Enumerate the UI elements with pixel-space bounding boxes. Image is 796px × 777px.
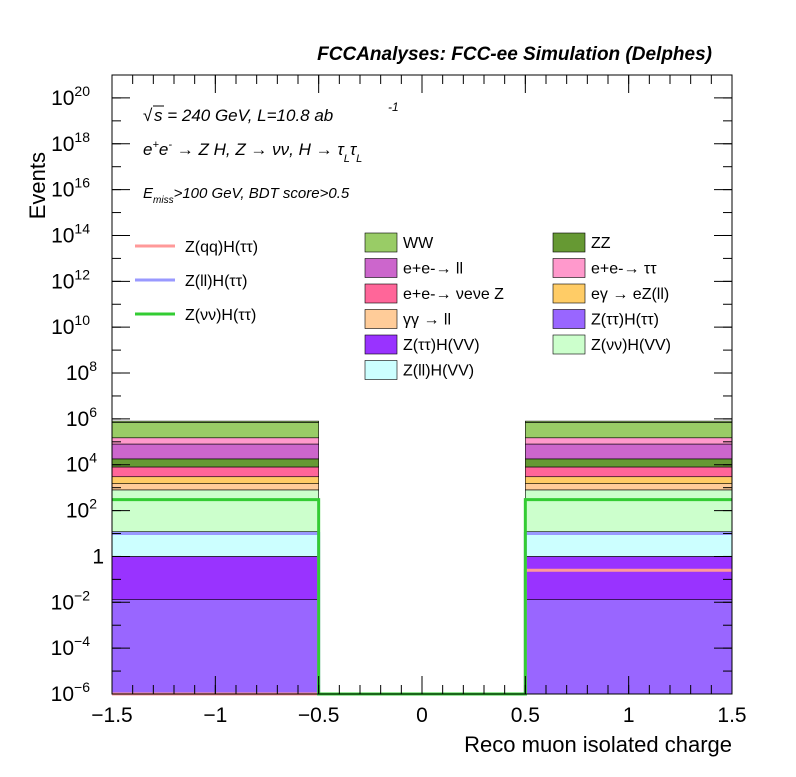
x-axis-label: Reco muon isolated charge (464, 732, 732, 757)
legend-swatch (364, 283, 398, 304)
legend-label: γγ → ll (403, 312, 451, 329)
stack-bar (111, 443, 319, 460)
legend-swatch (364, 232, 398, 253)
y-tick-label: 1012 (51, 266, 90, 293)
stack-bar (111, 476, 319, 484)
legend-swatch (552, 232, 586, 253)
legend-signal-label: Z(νν)H(ττ) (185, 307, 256, 324)
stack-bar (111, 531, 319, 557)
legend-label: e+e-→ νeνe Z (403, 286, 504, 303)
stack-bar (525, 443, 733, 460)
stack-bar (525, 437, 733, 445)
stack-bar (525, 422, 733, 439)
legend-signal-label: Z(ll)H(ττ) (185, 273, 247, 290)
y-tick-label: 1010 (51, 312, 90, 339)
legend-label: ZZ (591, 235, 611, 252)
stack-bar (111, 458, 319, 468)
legend-swatch (364, 334, 398, 355)
y-tick-label: 10−4 (51, 633, 91, 660)
energy-sqrt: s (154, 106, 163, 125)
y-tick-label: 108 (66, 358, 97, 385)
x-tick-label: 1.5 (717, 704, 746, 727)
y-tick-label: 1018 (51, 129, 90, 156)
y-tick-label: 104 (66, 450, 97, 477)
x-tick-label: 0.5 (511, 704, 540, 727)
stack-bar (111, 489, 319, 533)
y-tick-label: 10−2 (51, 587, 91, 614)
y-tick-label: 1 (92, 545, 104, 568)
cut-annotation: Emiss>100 GeV, BDT score>0.5 (143, 185, 350, 206)
x-tick-label: −1.5 (91, 704, 132, 727)
legend-label: Z(ll)H(VV) (403, 363, 474, 380)
y-tick-label: 1016 (51, 175, 90, 202)
stack-bar (525, 483, 733, 491)
stack-bar (525, 476, 733, 484)
legend-swatch (552, 334, 586, 355)
stack-bar (525, 531, 733, 557)
lumi-exponent: -1 (388, 100, 399, 114)
y-axis-label: Events (25, 152, 50, 219)
plot-header-title: FCCAnalyses: FCC-ee Simulation (Delphes) (317, 44, 712, 65)
legend-swatch (364, 360, 398, 380)
y-tick-label: 106 (66, 404, 97, 431)
stack-bar (525, 556, 733, 600)
legend: Z(qq)H(ττ) Z(ll)H(ττ) Z(νν)H(ττ) WW ZZ e+e-→ … (135, 232, 671, 380)
stack-bar (111, 420, 319, 423)
y-tick-label: 1020 (51, 83, 90, 110)
y-tick-label: 1014 (51, 220, 90, 247)
x-axis-ticks: −1.5 −1 −0.5 0 0.5 1 1.5 (91, 75, 747, 727)
energy-annotation: √ s = 240 GeV, L=10.8 ab -1 (143, 100, 399, 125)
stack-bar (111, 437, 319, 445)
stack-bar (111, 422, 319, 439)
legend-swatch (552, 309, 586, 329)
x-tick-label: −0.5 (298, 704, 339, 727)
y-tick-label: 102 (66, 496, 97, 523)
legend-label: WW (403, 235, 434, 252)
legend-label: Z(ττ)H(ττ) (591, 312, 659, 329)
process-annotation: e+e- → Z H, Z → νν, H → τLτL (143, 139, 362, 165)
sqrt-sign: √ (143, 106, 153, 125)
x-tick-label: 0 (416, 704, 428, 727)
stack-bar (525, 489, 733, 533)
stack-bar (525, 466, 733, 478)
stack-bar (525, 458, 733, 468)
x-tick-label: −1 (203, 704, 227, 727)
stack-bar (111, 466, 319, 478)
legend-swatch (364, 309, 398, 329)
legend-swatch (364, 258, 398, 278)
legend-label: eγ → eZ(ll) (591, 286, 669, 303)
stack-bar (111, 483, 319, 491)
legend-swatch (552, 258, 586, 278)
legend-label: Z(ττ)H(VV) (403, 337, 480, 354)
stack-bar (525, 420, 733, 423)
legend-label: e+e-→ ττ (591, 261, 657, 278)
svg-text:s = 240 GeV, L=10.8 ab: s = 240 GeV, L=10.8 ab (154, 106, 333, 125)
stack-bar (111, 556, 319, 600)
energy-text: = 240 GeV, L=10.8 ab (163, 106, 334, 125)
stacked-bars (111, 420, 733, 695)
legend-swatch (552, 283, 586, 304)
y-tick-label: 10−6 (51, 679, 91, 706)
x-tick-label: 1 (623, 704, 635, 727)
y-axis-ticks: 10−6 10−4 10−21 102 104 106 108 1010 1012 1014 101… (51, 83, 732, 706)
legend-label: Z(νν)H(VV) (591, 337, 671, 354)
legend-label: e+e-→ ll (403, 261, 463, 278)
legend-signal-label: Z(qq)H(ττ) (185, 239, 258, 256)
